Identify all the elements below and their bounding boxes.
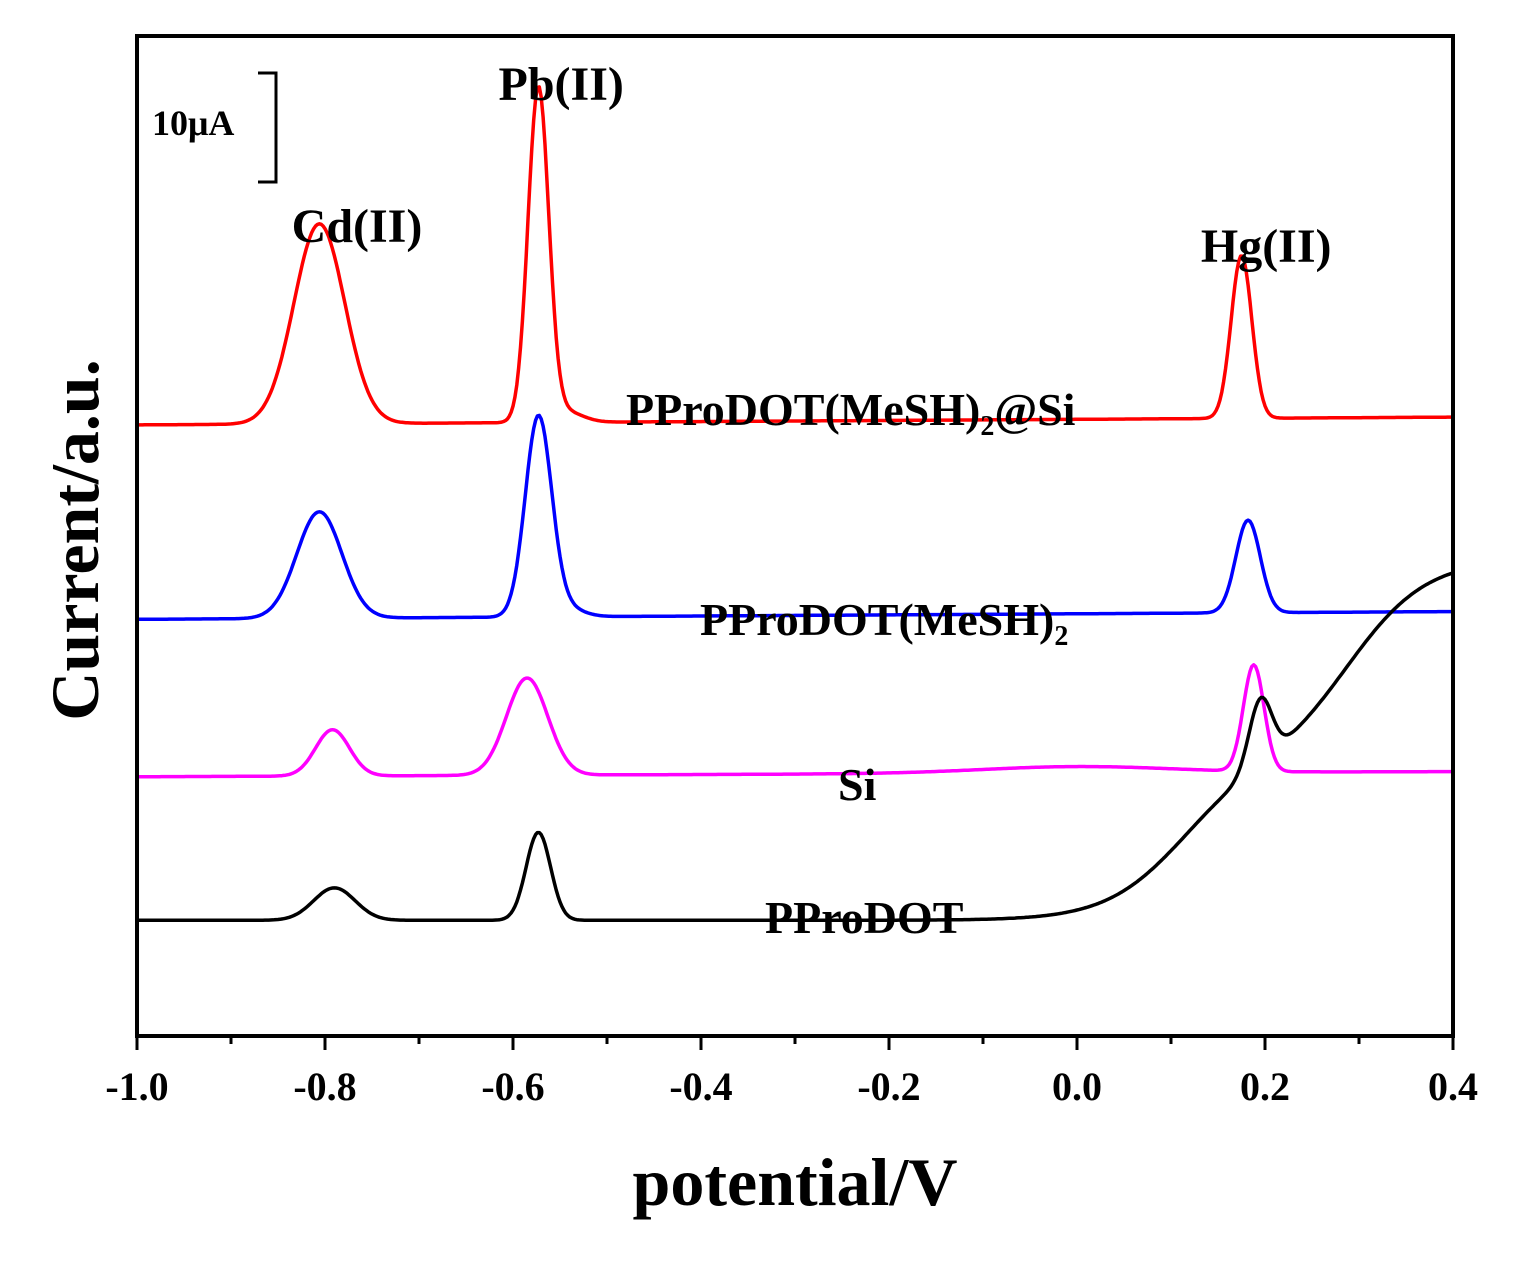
series-label-3: PProDOT	[765, 892, 963, 943]
series-label-main: Si	[838, 759, 877, 810]
x-tick-label: -0.4	[669, 1064, 732, 1109]
x-tick-label: 0.4	[1428, 1064, 1478, 1109]
chart-labels: PProDOT(MeSH)2@SiPProDOT(MeSH)2SiPProDOT…	[292, 58, 1332, 943]
x-tick-label: 0.0	[1052, 1064, 1102, 1109]
curves-group	[137, 85, 1454, 923]
series-line-3	[137, 571, 1454, 923]
series-line-1	[137, 413, 1453, 622]
x-axis-ticks: -1.0 -0.8 -0.6 -0.4 -0.2 0.0 0.2 0.4	[105, 1036, 1478, 1109]
series-label-2: Si	[838, 759, 877, 810]
peak-label: Hg(II)	[1201, 220, 1332, 273]
series-line-0	[137, 85, 1453, 427]
x-tick-label: -0.2	[857, 1064, 920, 1109]
series-label-main: PProDOT(MeSH)	[626, 384, 980, 435]
series-label-1: PProDOT(MeSH)2	[700, 594, 1068, 652]
series-label-main: PProDOT	[765, 892, 963, 943]
x-axis-title: potential/V	[633, 1144, 958, 1220]
series-line-2	[137, 663, 1453, 779]
x-tick-label: -0.8	[293, 1064, 356, 1109]
series-label-subscript: 2	[980, 411, 994, 442]
series-label-0: PProDOT(MeSH)2@Si	[626, 384, 1076, 442]
scale-bar: 10μA	[152, 71, 278, 184]
x-tick-label: 0.2	[1240, 1064, 1290, 1109]
x-tick-label: -1.0	[105, 1064, 168, 1109]
y-axis-title: Current/a.u.	[37, 359, 113, 720]
peak-label: Pb(II)	[499, 58, 624, 111]
series-label-tail: @Si	[994, 384, 1075, 435]
scale-bar-bracket	[258, 71, 278, 184]
series-label-subscript: 2	[1054, 621, 1068, 652]
x-tick-label: -0.6	[481, 1064, 544, 1109]
scale-bar-label: 10μA	[152, 103, 234, 143]
series-label-main: PProDOT(MeSH)	[700, 594, 1054, 645]
peak-label: Cd(II)	[292, 200, 423, 253]
